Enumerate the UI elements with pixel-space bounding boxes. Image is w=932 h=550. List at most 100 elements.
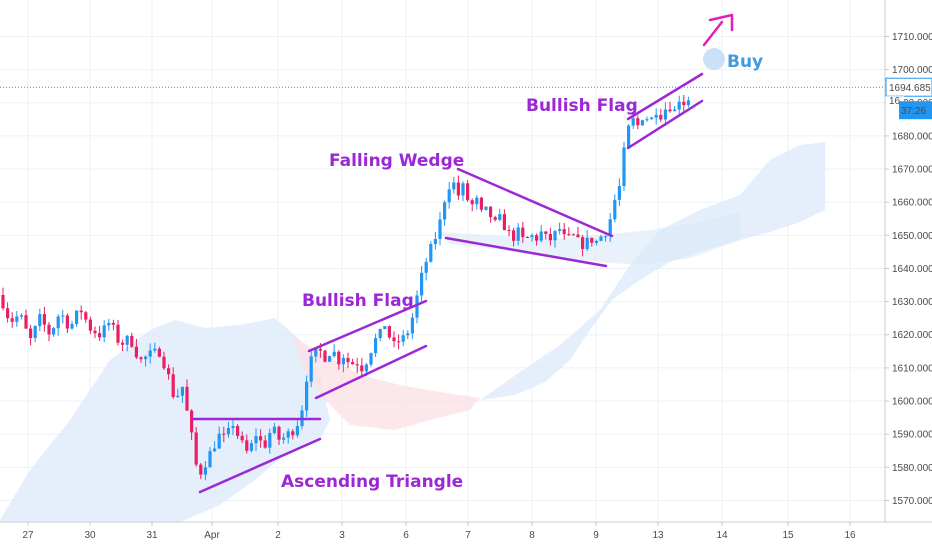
candle-body [594, 240, 598, 243]
candlestick [613, 194, 617, 223]
candle-body [443, 202, 447, 220]
candlestick [424, 257, 428, 281]
candle-body [654, 114, 658, 118]
candle-body [254, 436, 258, 444]
candle-body [194, 432, 198, 465]
last-price-box [885, 77, 932, 97]
candlestick [397, 334, 401, 350]
countdown-box [899, 101, 932, 120]
candle-body [240, 435, 244, 441]
candlestick [245, 434, 249, 454]
candle-body [544, 231, 548, 234]
candlestick [332, 344, 336, 358]
x-tick-label: 13 [652, 530, 664, 541]
candle-body [392, 337, 396, 342]
candle-body [636, 118, 640, 126]
y-tick-label: 1610.000 [892, 363, 932, 374]
countdown-price-label: 16 [889, 96, 901, 107]
candle-body [673, 109, 677, 112]
candlestick [677, 95, 681, 116]
candlestick [489, 206, 493, 223]
candlestick [387, 325, 391, 340]
price-axis[interactable]: 1570.000 1580.000 1590.000 1600.000 1610.000… [884, 0, 932, 550]
candlestick [217, 426, 221, 449]
y-tick-label: 1640.000 [892, 264, 932, 275]
candlestick [88, 316, 92, 335]
candlestick [617, 178, 621, 206]
candlestick [213, 441, 217, 453]
candlestick [673, 106, 677, 112]
candlestick [530, 233, 534, 242]
candlestick [107, 318, 111, 331]
pattern-trendline [626, 72, 704, 121]
candlestick [374, 333, 378, 357]
candle-body [328, 356, 332, 362]
candle-body [121, 342, 125, 345]
candlestick [636, 115, 640, 130]
candle-body [346, 358, 350, 363]
candle-body [548, 233, 552, 241]
candlestick [42, 306, 46, 332]
x-tick-label: 15 [782, 530, 794, 541]
candlestick [144, 355, 148, 367]
candle-body [61, 315, 65, 317]
candle-body [47, 324, 51, 335]
candlestick [686, 96, 690, 108]
candle-body [341, 358, 345, 365]
candlestick [640, 119, 644, 126]
candlestick [162, 351, 166, 371]
candlestick [590, 237, 594, 247]
buy-arrow-icon [702, 13, 734, 47]
candle-body [185, 386, 189, 411]
candlestick [6, 302, 10, 323]
candle-body [199, 464, 203, 475]
candlestick [185, 379, 189, 411]
pattern-trendline [444, 236, 608, 268]
candlestick [139, 356, 143, 363]
candlestick [93, 326, 97, 339]
candlestick [29, 324, 33, 346]
candle-body [659, 114, 663, 120]
candle-body [93, 330, 97, 334]
candlestick [134, 338, 138, 360]
candle-body [309, 356, 313, 382]
candle-body [525, 237, 529, 239]
candle-body [144, 356, 148, 360]
candle-body [351, 362, 355, 365]
x-tick-label: 9 [593, 530, 599, 541]
candle-body [530, 235, 534, 238]
y-tick-label: 1660.000 [892, 198, 932, 209]
candle-body [493, 217, 497, 220]
candlestick [369, 352, 373, 367]
pattern-lines [0, 72, 885, 494]
candlestick [622, 141, 626, 191]
candle-body [15, 316, 19, 322]
candle-body [498, 214, 502, 220]
candle-body [107, 322, 111, 326]
candlestick [608, 212, 612, 242]
candle-body [447, 189, 451, 203]
candle-body [282, 437, 286, 440]
candlestick [65, 313, 69, 333]
candlestick [479, 196, 483, 213]
candlestick [157, 346, 161, 358]
time-axis[interactable]: 27 30 31 Apr 2 3 6 7 8 9 13 14 15 16 [0, 521, 932, 550]
candlestick [328, 355, 332, 362]
candle-body [38, 314, 42, 327]
candlestick [512, 227, 516, 247]
candlestick [75, 310, 79, 327]
x-tick-label: 2 [275, 530, 281, 541]
candle-body [608, 219, 612, 237]
candlestick [604, 235, 608, 242]
candle-body [318, 348, 322, 351]
candle-body [272, 426, 276, 434]
candle-body [677, 101, 681, 110]
annotation-ascending-triangle: Ascending Triangle [281, 472, 463, 492]
candle-body [24, 315, 28, 329]
candlestick [98, 325, 102, 341]
candle-body [406, 333, 410, 336]
pattern-trendline [314, 344, 428, 400]
candle-body [323, 350, 327, 362]
candle-body [558, 229, 562, 231]
